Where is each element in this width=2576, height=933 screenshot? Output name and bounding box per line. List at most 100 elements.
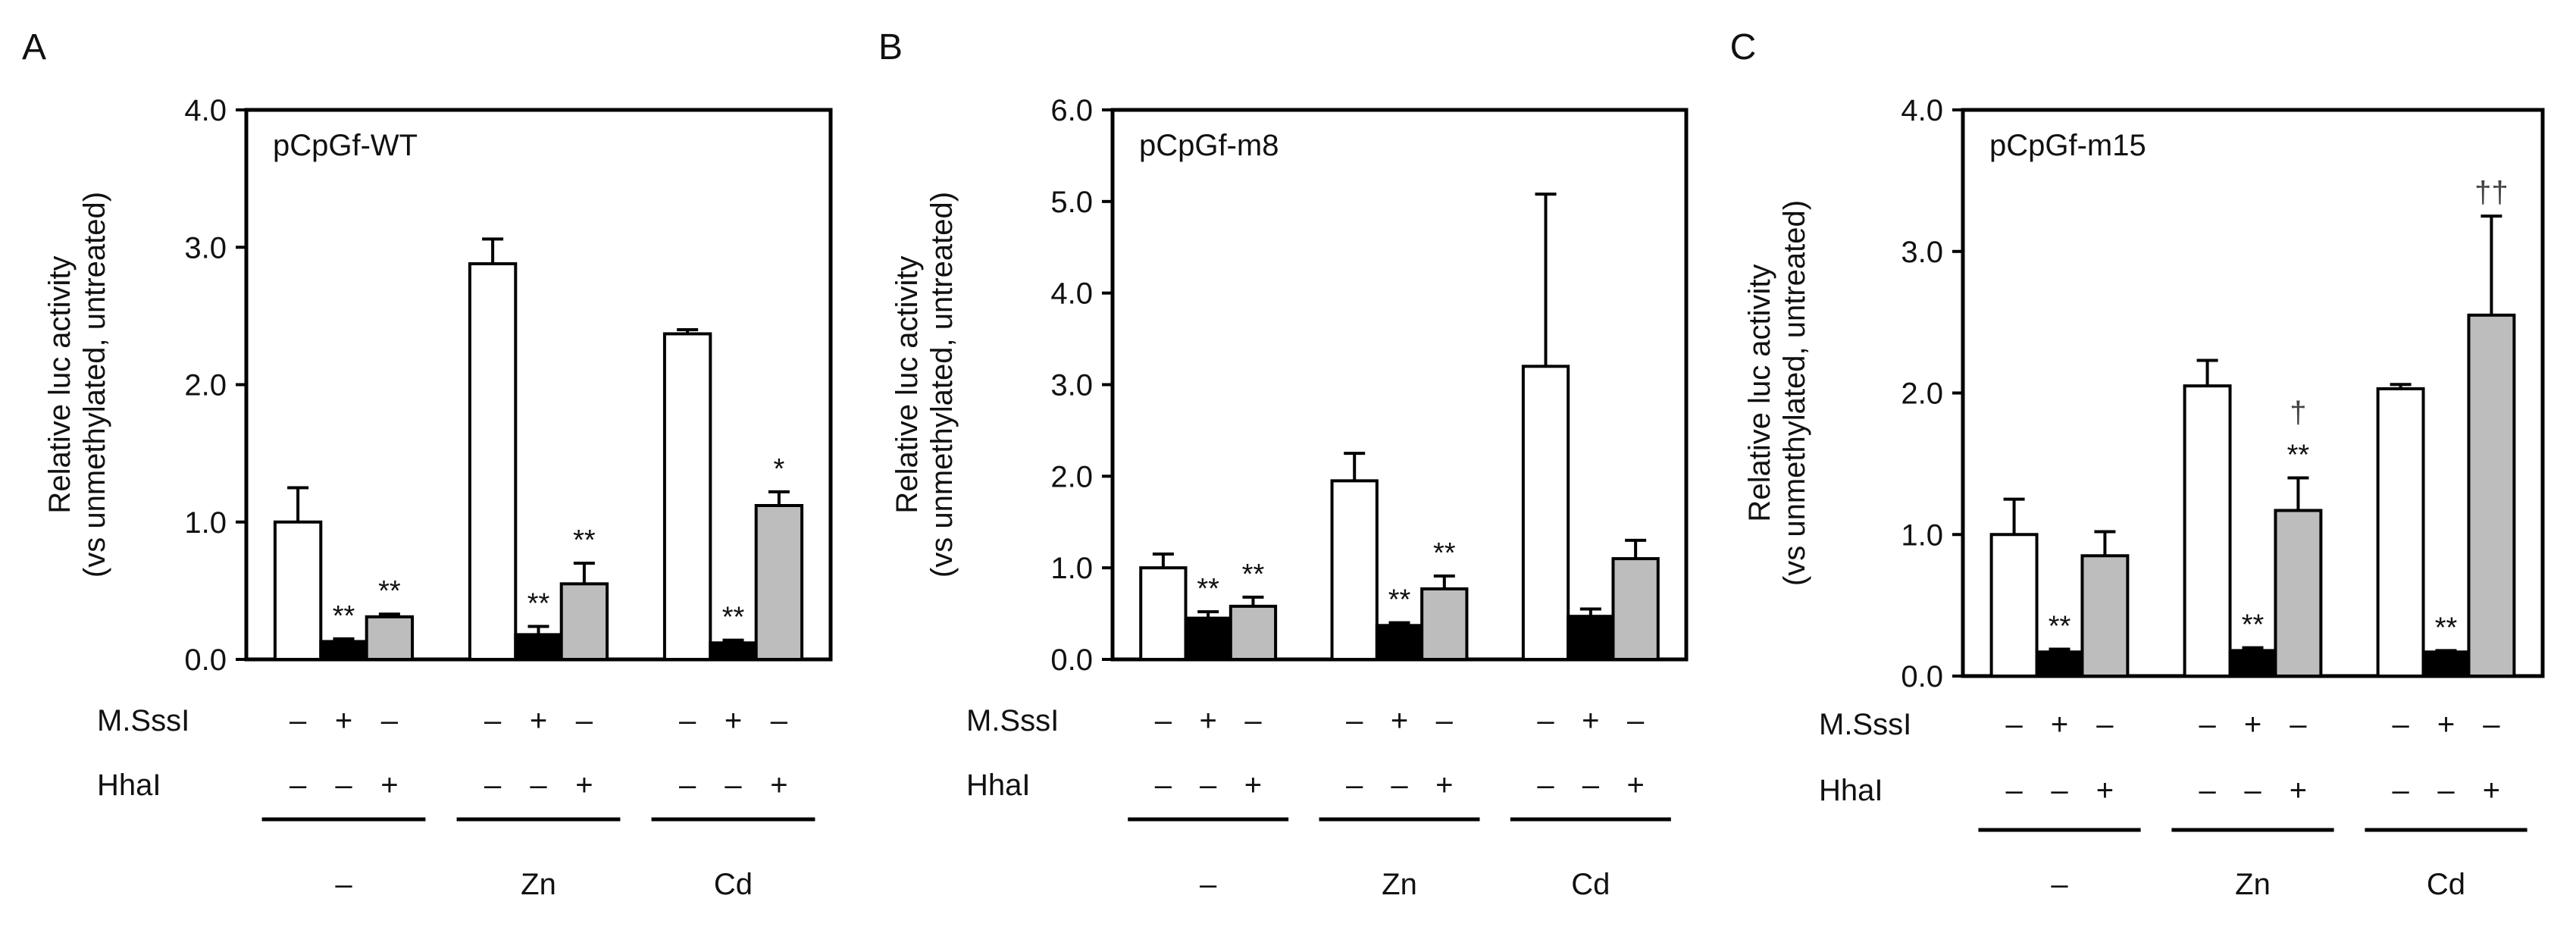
y-tick-label: 6.0: [1050, 94, 1093, 127]
significance-label: **: [1433, 537, 1456, 569]
treatment-symbol: –: [484, 769, 502, 802]
treatment-symbol: –: [2392, 708, 2409, 741]
y-tick-label: 2.0: [1901, 377, 1943, 411]
treatment-symbol: +: [2244, 708, 2261, 741]
treatment-symbol: –: [2437, 774, 2455, 807]
treatment-label: M.SssI: [1819, 708, 1911, 741]
y-tick-label: 0.0: [1901, 660, 1943, 693]
bar: [1375, 624, 1424, 662]
significance-label: **: [2049, 611, 2071, 643]
treatment-symbol: –: [2096, 708, 2114, 741]
treatment-symbol: +: [1435, 769, 1453, 802]
treatment-symbol: –: [1346, 769, 1363, 802]
bar: [2035, 650, 2084, 678]
treatment-symbol: –: [2051, 774, 2068, 807]
bar: [365, 615, 415, 661]
y-tick-label: 3.0: [1050, 369, 1093, 402]
bar: [754, 504, 804, 661]
significance-label: **: [1197, 573, 1219, 605]
treatment-symbol: –: [1346, 704, 1363, 737]
treatment-label: HhaI: [97, 769, 161, 802]
y-tick-label: 4.0: [1050, 277, 1093, 311]
significance-label: **: [722, 602, 745, 634]
treatment-symbol: +: [1244, 769, 1262, 802]
bar: [709, 641, 758, 661]
treatment-symbol: –: [1244, 704, 1262, 737]
significance-label: †: [2290, 396, 2306, 430]
treatment-symbol: +: [380, 769, 398, 802]
treatment-symbol: –: [381, 704, 399, 737]
bar: [2080, 554, 2130, 678]
y-axis-label: Relative luc activity: [890, 255, 924, 513]
treatment-symbol: –: [1200, 769, 1217, 802]
y-tick-label: 3.0: [1901, 236, 1943, 269]
treatment-symbol: +: [2096, 774, 2114, 807]
treatment-symbol: +: [1199, 704, 1216, 737]
y-axis-label: Relative luc activity: [1743, 264, 1776, 521]
bar: [319, 640, 368, 661]
bar: [2183, 384, 2232, 678]
treatment-symbol: –: [1627, 704, 1645, 737]
treatment-symbol: +: [725, 704, 742, 737]
bar: [514, 633, 563, 661]
y-tick-label: 2.0: [1050, 460, 1093, 493]
bar: [1330, 479, 1379, 661]
bar: [2467, 313, 2516, 678]
treatment-symbol: –: [2483, 708, 2500, 741]
treatment-symbol: –: [2199, 774, 2216, 807]
significance-label: **: [1388, 584, 1411, 616]
significance-label: **: [378, 575, 401, 607]
y-tick-label: 2.0: [184, 369, 227, 402]
bar: [1989, 533, 2039, 678]
significance-label: ††: [2474, 176, 2509, 209]
significance-label: *: [773, 453, 784, 485]
treatment-symbol: –: [1537, 704, 1554, 737]
significance-label: **: [2435, 612, 2458, 643]
y-tick-label: 1.0: [1050, 552, 1093, 585]
group-label: Cd: [714, 868, 753, 901]
treatment-symbol: +: [1626, 769, 1644, 802]
panel-letter: A: [22, 27, 46, 67]
group-label: Zn: [1382, 868, 1417, 901]
y-tick-label: 1.0: [1901, 518, 1943, 552]
bar: [1611, 557, 1660, 661]
significance-label: **: [333, 600, 355, 632]
plot-title: pCpGf-WT: [273, 129, 418, 162]
treatment-symbol: +: [770, 769, 787, 802]
treatment-symbol: –: [2199, 708, 2216, 741]
treatment-symbol: +: [2437, 708, 2455, 741]
treatment-label: M.SssI: [97, 704, 189, 737]
plot-frame: [244, 108, 833, 662]
panel-letter: C: [1730, 27, 1757, 67]
treatment-symbol: +: [2483, 774, 2500, 807]
bar: [1184, 616, 1232, 661]
group-label: –: [1200, 868, 1217, 901]
y-tick-label: 0.0: [1050, 643, 1093, 677]
treatment-symbol: –: [2290, 708, 2307, 741]
significance-label: **: [527, 588, 550, 620]
treatment-symbol: –: [1391, 769, 1408, 802]
treatment-symbol: –: [771, 704, 788, 737]
treatment-label: HhaI: [1819, 774, 1883, 807]
group-label: Cd: [2427, 868, 2465, 901]
bar: [1420, 587, 1469, 661]
bar: [2274, 509, 2323, 678]
y-tick-label: 0.0: [184, 643, 227, 677]
bar: [662, 332, 712, 661]
y-axis-label: (vs unmethylated, untreated): [78, 192, 111, 578]
treatment-symbol: +: [530, 704, 547, 737]
group-label: Cd: [1571, 868, 1610, 901]
treatment-symbol: –: [290, 769, 307, 802]
treatment-label: HhaI: [966, 769, 1031, 802]
bar: [273, 520, 323, 661]
y-tick-label: 3.0: [184, 231, 227, 265]
treatment-symbol: –: [290, 704, 307, 737]
treatment-symbol: –: [335, 769, 352, 802]
treatment-symbol: –: [1537, 769, 1554, 802]
treatment-symbol: –: [1436, 704, 1454, 737]
plot-title: pCpGf-m8: [1139, 129, 1279, 162]
significance-label: **: [1242, 559, 1265, 590]
treatment-symbol: +: [1582, 704, 1599, 737]
y-axis-label: (vs unmethylated, untreated): [925, 192, 959, 578]
treatment-symbol: –: [2005, 708, 2023, 741]
